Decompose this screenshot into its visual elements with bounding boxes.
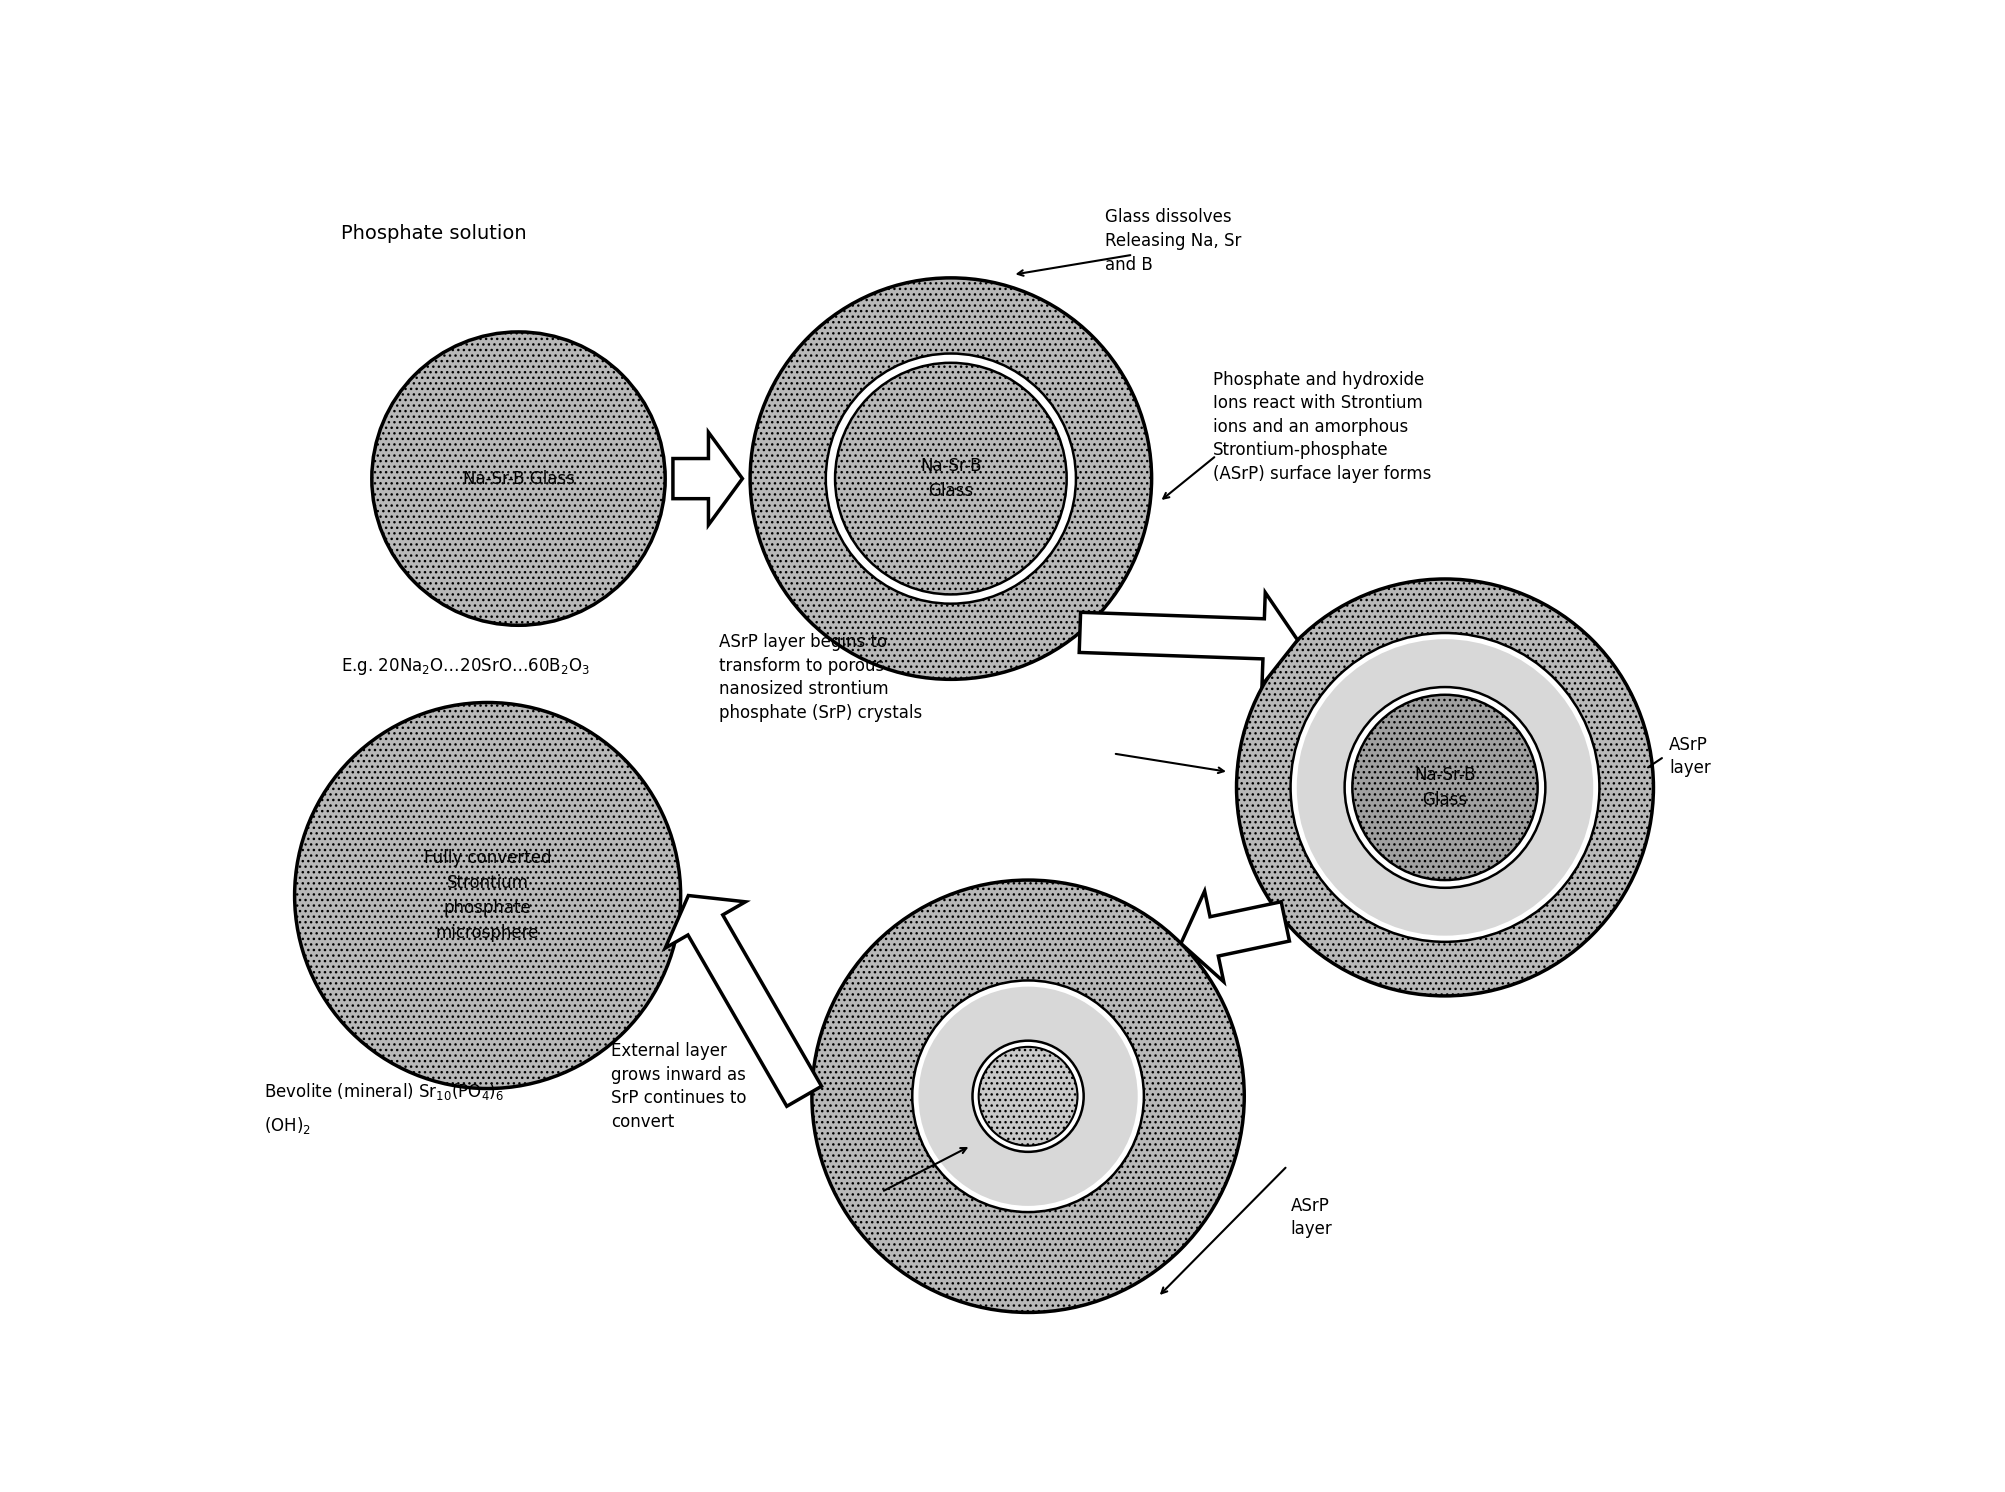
Text: Fully converted
Strontium
phosphate
microsphere: Fully converted Strontium phosphate micr… bbox=[423, 849, 551, 941]
Circle shape bbox=[1351, 695, 1538, 880]
Circle shape bbox=[978, 1047, 1077, 1146]
Polygon shape bbox=[1079, 592, 1297, 685]
Circle shape bbox=[1343, 686, 1544, 888]
Text: Na-Sr-B
Glass: Na-Sr-B Glass bbox=[920, 457, 980, 500]
Polygon shape bbox=[666, 895, 822, 1106]
Text: Glass dissolves
Releasing Na, Sr
and B: Glass dissolves Releasing Na, Sr and B bbox=[1105, 209, 1241, 273]
Circle shape bbox=[812, 880, 1243, 1313]
Circle shape bbox=[1235, 579, 1652, 995]
Circle shape bbox=[1295, 639, 1592, 935]
Text: ASrP
layer: ASrP layer bbox=[1289, 1197, 1331, 1238]
Text: Na-Sr-B Glass: Na-Sr-B Glass bbox=[463, 470, 573, 488]
Polygon shape bbox=[1181, 891, 1289, 982]
Circle shape bbox=[834, 363, 1067, 594]
Polygon shape bbox=[672, 433, 742, 525]
Text: ASrP
layer: ASrP layer bbox=[1668, 736, 1710, 777]
Text: E.g. 20Na$_2$O…20SrO…60B$_2$O$_3$: E.g. 20Na$_2$O…20SrO…60B$_2$O$_3$ bbox=[341, 656, 589, 677]
Circle shape bbox=[918, 986, 1137, 1206]
Text: Bevolite (mineral) Sr$_{10}$(PO$_4$)$_6$
(OH)$_2$: Bevolite (mineral) Sr$_{10}$(PO$_4$)$_6$… bbox=[263, 1080, 503, 1135]
Text: External layer
grows inward as
SrP continues to
convert: External layer grows inward as SrP conti… bbox=[612, 1043, 746, 1131]
Circle shape bbox=[1289, 633, 1598, 941]
Circle shape bbox=[972, 1041, 1083, 1152]
Text: Phosphate solution: Phosphate solution bbox=[341, 224, 525, 243]
Circle shape bbox=[826, 354, 1075, 604]
Circle shape bbox=[912, 980, 1143, 1212]
Text: Phosphate and hydroxide
Ions react with Strontium
ions and an amorphous
Strontiu: Phosphate and hydroxide Ions react with … bbox=[1213, 370, 1432, 483]
Circle shape bbox=[750, 278, 1151, 679]
Circle shape bbox=[295, 703, 680, 1089]
Circle shape bbox=[371, 331, 666, 625]
Text: Na-Sr-B
Glass: Na-Sr-B Glass bbox=[1414, 765, 1476, 809]
Text: ASrP layer begins to
transform to porous
nanosized strontium
phosphate (SrP) cry: ASrP layer begins to transform to porous… bbox=[720, 633, 922, 722]
